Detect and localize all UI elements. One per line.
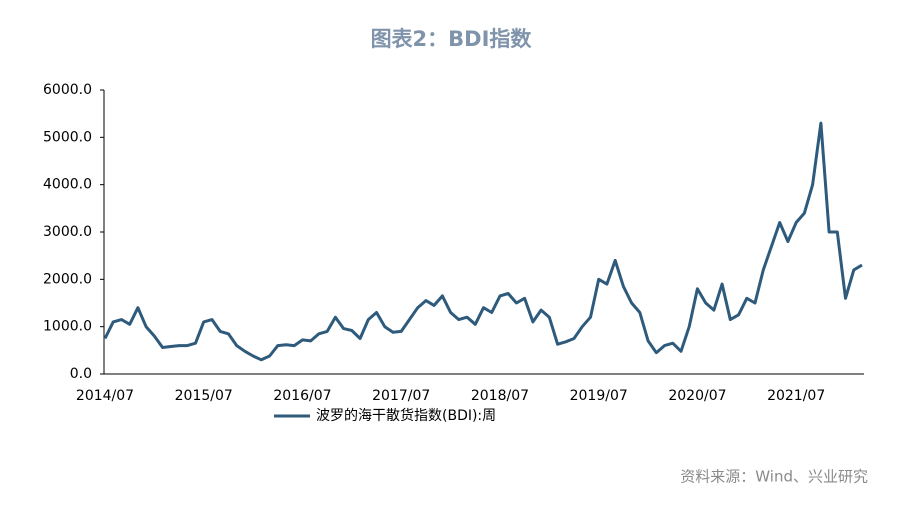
x-tick-label: 2020/07 xyxy=(668,388,726,404)
chart-title: 图表2：BDI指数 xyxy=(371,27,533,51)
x-tick-label: 2014/07 xyxy=(76,388,134,404)
x-tick-label: 2018/07 xyxy=(471,388,529,404)
x-tick-label: 2016/07 xyxy=(273,388,331,404)
y-tick-label: 6000.0 xyxy=(43,82,92,98)
y-tick-label: 2000.0 xyxy=(43,271,92,287)
x-tick-label: 2019/07 xyxy=(570,388,628,404)
y-tick-label: 3000.0 xyxy=(43,224,92,240)
x-tick-label: 2017/07 xyxy=(372,388,430,404)
y-tick-label: 4000.0 xyxy=(43,177,92,193)
x-tick-label: 2021/07 xyxy=(767,388,825,404)
data-line xyxy=(103,121,863,362)
legend-label: 波罗的海干散货指数(BDI):周 xyxy=(316,407,496,424)
y-tick-label: 5000.0 xyxy=(43,129,92,145)
y-tick-label: 1000.0 xyxy=(43,319,92,335)
x-tick-label: 2015/07 xyxy=(175,388,233,404)
y-tick-label: 0.0 xyxy=(70,366,92,382)
source-note: 资料来源：Wind、兴业研究 xyxy=(680,468,868,486)
